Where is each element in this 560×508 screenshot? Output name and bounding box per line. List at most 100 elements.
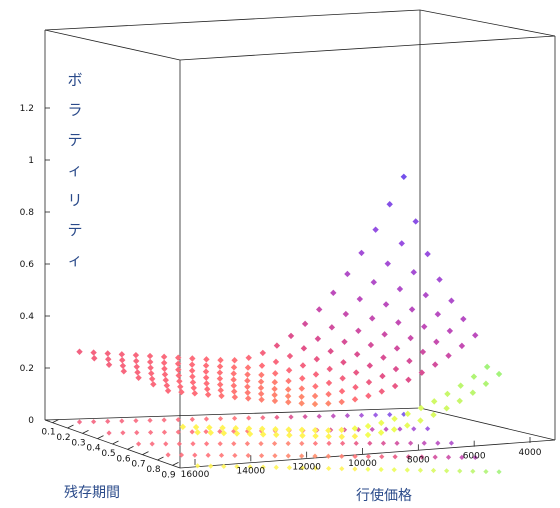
data-point bbox=[372, 226, 379, 233]
data-point bbox=[189, 355, 196, 362]
floor-point bbox=[176, 441, 182, 447]
floor-point bbox=[274, 414, 280, 420]
data-point bbox=[312, 383, 319, 390]
data-point bbox=[412, 218, 419, 225]
floor-point bbox=[246, 415, 252, 421]
z-axis-label-char: ボ bbox=[67, 71, 82, 89]
data-point bbox=[364, 422, 372, 430]
data-point bbox=[358, 249, 365, 257]
data-point bbox=[179, 423, 187, 431]
y-tick-mark bbox=[82, 429, 89, 434]
x-tick-label: 14000 bbox=[237, 466, 266, 476]
data-point bbox=[230, 364, 238, 371]
floor-point bbox=[316, 413, 322, 419]
data-point bbox=[230, 370, 237, 377]
data-point bbox=[148, 375, 156, 383]
data-point bbox=[163, 382, 171, 389]
y-tick-mark bbox=[172, 461, 179, 466]
x-tick-label: 4000 bbox=[519, 448, 542, 458]
floor-point bbox=[192, 452, 198, 458]
data-point bbox=[418, 369, 426, 376]
data-point bbox=[244, 371, 251, 378]
data-point bbox=[339, 375, 346, 382]
floor-point bbox=[285, 440, 291, 447]
floor-point bbox=[218, 452, 225, 458]
data-point bbox=[400, 173, 408, 180]
data-point bbox=[391, 415, 398, 422]
data-point bbox=[326, 365, 333, 373]
z-tick-label: 0.6 bbox=[20, 260, 35, 270]
floor-point bbox=[205, 452, 211, 458]
data-point bbox=[380, 354, 387, 361]
data-point bbox=[381, 331, 388, 338]
data-point bbox=[216, 375, 224, 382]
floor-point bbox=[120, 430, 126, 436]
floor-point bbox=[326, 440, 332, 447]
data-point bbox=[419, 348, 427, 356]
box-edge-9 bbox=[419, 407, 556, 441]
floor-point bbox=[133, 418, 139, 424]
box-edge-1 bbox=[419, 9, 556, 37]
data-point bbox=[257, 384, 265, 392]
data-point bbox=[245, 425, 253, 432]
data-point bbox=[378, 388, 385, 395]
data-point bbox=[285, 367, 293, 374]
data-point bbox=[206, 424, 213, 431]
data-point bbox=[90, 349, 97, 356]
data-point bbox=[469, 389, 477, 396]
floor-point bbox=[161, 417, 167, 423]
floor-point bbox=[175, 417, 181, 423]
floor-point bbox=[165, 452, 171, 458]
y-tick-label: 0.4 bbox=[86, 444, 101, 454]
floor-point bbox=[260, 415, 266, 421]
data-point bbox=[146, 352, 154, 360]
floor-point bbox=[369, 426, 375, 433]
data-point bbox=[396, 285, 404, 293]
data-point bbox=[244, 364, 252, 371]
floor-point bbox=[457, 468, 463, 474]
data-point bbox=[194, 429, 201, 436]
floor-point bbox=[340, 440, 346, 446]
y-tick-label: 0.1 bbox=[41, 428, 55, 438]
data-point bbox=[314, 335, 322, 342]
data-point bbox=[311, 392, 319, 400]
y-tick-label: 0.8 bbox=[146, 465, 161, 475]
floor-point bbox=[365, 453, 372, 460]
y-tick-mark bbox=[157, 456, 164, 461]
data-point bbox=[431, 361, 439, 368]
data-point bbox=[259, 425, 266, 433]
data-point bbox=[436, 276, 443, 283]
floor-point bbox=[288, 414, 294, 420]
data-point bbox=[178, 388, 185, 396]
data-point bbox=[417, 417, 424, 424]
data-point bbox=[472, 332, 479, 339]
floor-point bbox=[273, 464, 279, 470]
data-point bbox=[232, 424, 239, 432]
plot-box bbox=[44, 9, 556, 469]
z-axis-label-char: テ bbox=[67, 221, 82, 239]
y-tick-mark bbox=[97, 435, 104, 440]
floor-point bbox=[373, 412, 379, 418]
data-point bbox=[386, 201, 393, 208]
data-point bbox=[190, 384, 197, 392]
floor-point bbox=[231, 428, 237, 434]
y-tick-label: 0.3 bbox=[71, 438, 85, 448]
floor-point bbox=[189, 429, 195, 435]
data-point bbox=[91, 355, 98, 362]
data-point bbox=[207, 429, 214, 436]
floor-point bbox=[425, 426, 431, 432]
data-point bbox=[298, 393, 305, 400]
y-tick-label: 0.6 bbox=[116, 454, 131, 464]
x-tick-label: 10000 bbox=[348, 459, 377, 469]
data-point bbox=[365, 392, 372, 400]
data-point bbox=[422, 291, 429, 299]
data-point bbox=[258, 362, 266, 369]
data-point bbox=[118, 351, 126, 358]
floor-point bbox=[352, 453, 358, 460]
data-point bbox=[203, 356, 210, 363]
data-point bbox=[330, 289, 337, 297]
y-tick-mark bbox=[112, 440, 119, 445]
y-tick-mark bbox=[127, 445, 134, 450]
floor-point bbox=[119, 418, 125, 424]
